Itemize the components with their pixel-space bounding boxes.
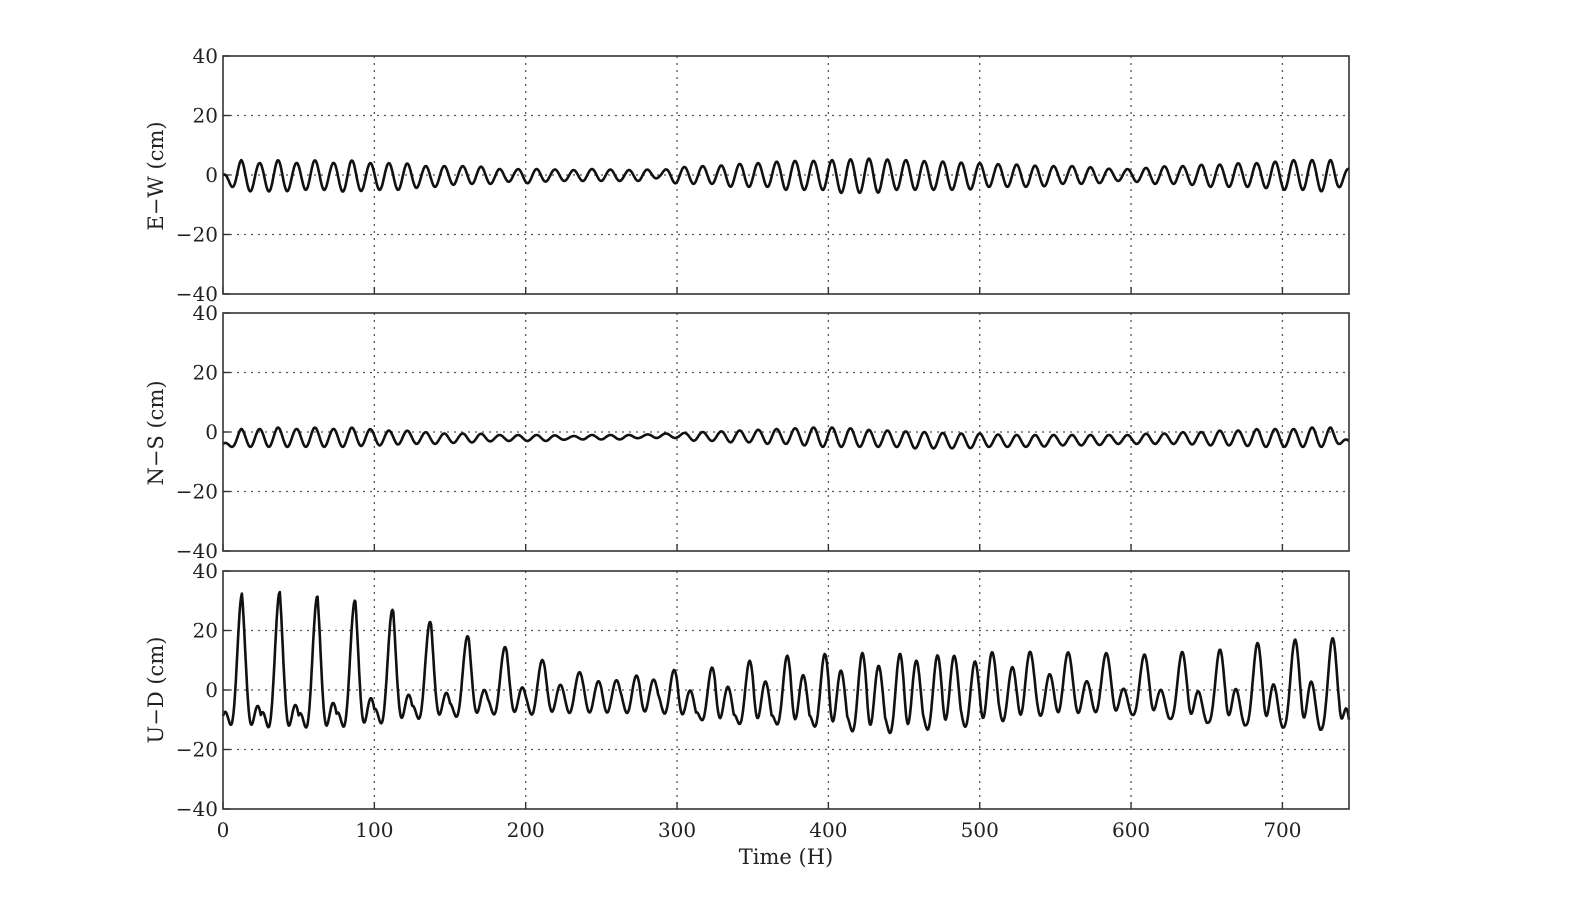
x-tick-label: 0 xyxy=(217,818,230,842)
ylabel-up-down: U−D (cm) xyxy=(144,637,168,744)
ylabel-east-west: E−W (cm) xyxy=(144,121,168,230)
y-tick-label: 0 xyxy=(205,420,218,444)
y-tick-label: −40 xyxy=(176,539,218,563)
displacement-line xyxy=(222,157,1350,195)
panel-north-south: N−S (cm) −40 −20 0 20 40 xyxy=(144,301,1350,563)
y-tick-label: 0 xyxy=(205,678,218,702)
x-tick-label: 400 xyxy=(809,818,847,842)
y-tick-label: 20 xyxy=(193,104,218,128)
y-tick-label: −20 xyxy=(176,738,218,762)
x-tick-label: 300 xyxy=(658,818,696,842)
y-tick-label: 20 xyxy=(193,619,218,643)
y-tick-label: 40 xyxy=(193,44,218,68)
y-tick-label: 40 xyxy=(193,559,218,583)
y-tick-label: −40 xyxy=(176,282,218,306)
plot-frame xyxy=(222,570,1350,810)
y-tick-label: 40 xyxy=(193,301,218,325)
y-tick-label: 20 xyxy=(193,361,218,385)
panel-up-down: U−D (cm) Time (H) 0 100 200 300 400 500 600 700… xyxy=(144,559,1351,869)
xlabel-time: Time (H) xyxy=(739,845,833,869)
x-tick-label: 200 xyxy=(507,818,545,842)
x-tick-label: 100 xyxy=(355,818,393,842)
y-tick-label: −40 xyxy=(176,797,218,821)
y-tick-label: −20 xyxy=(176,480,218,504)
y-tick-label: −20 xyxy=(176,223,218,247)
x-tick-label: 700 xyxy=(1263,818,1301,842)
displacement-line xyxy=(222,426,1350,450)
x-tick-label: 500 xyxy=(961,818,999,842)
ylabel-north-south: N−S (cm) xyxy=(144,380,168,485)
plot-frame xyxy=(222,55,1350,295)
panel-east-west: E−W (cm) −40 −20 0 20 40 xyxy=(144,44,1350,306)
x-tick-label: 600 xyxy=(1112,818,1150,842)
displacement-line xyxy=(221,590,1351,735)
plot-frame xyxy=(222,312,1350,552)
y-tick-label: 0 xyxy=(205,163,218,187)
